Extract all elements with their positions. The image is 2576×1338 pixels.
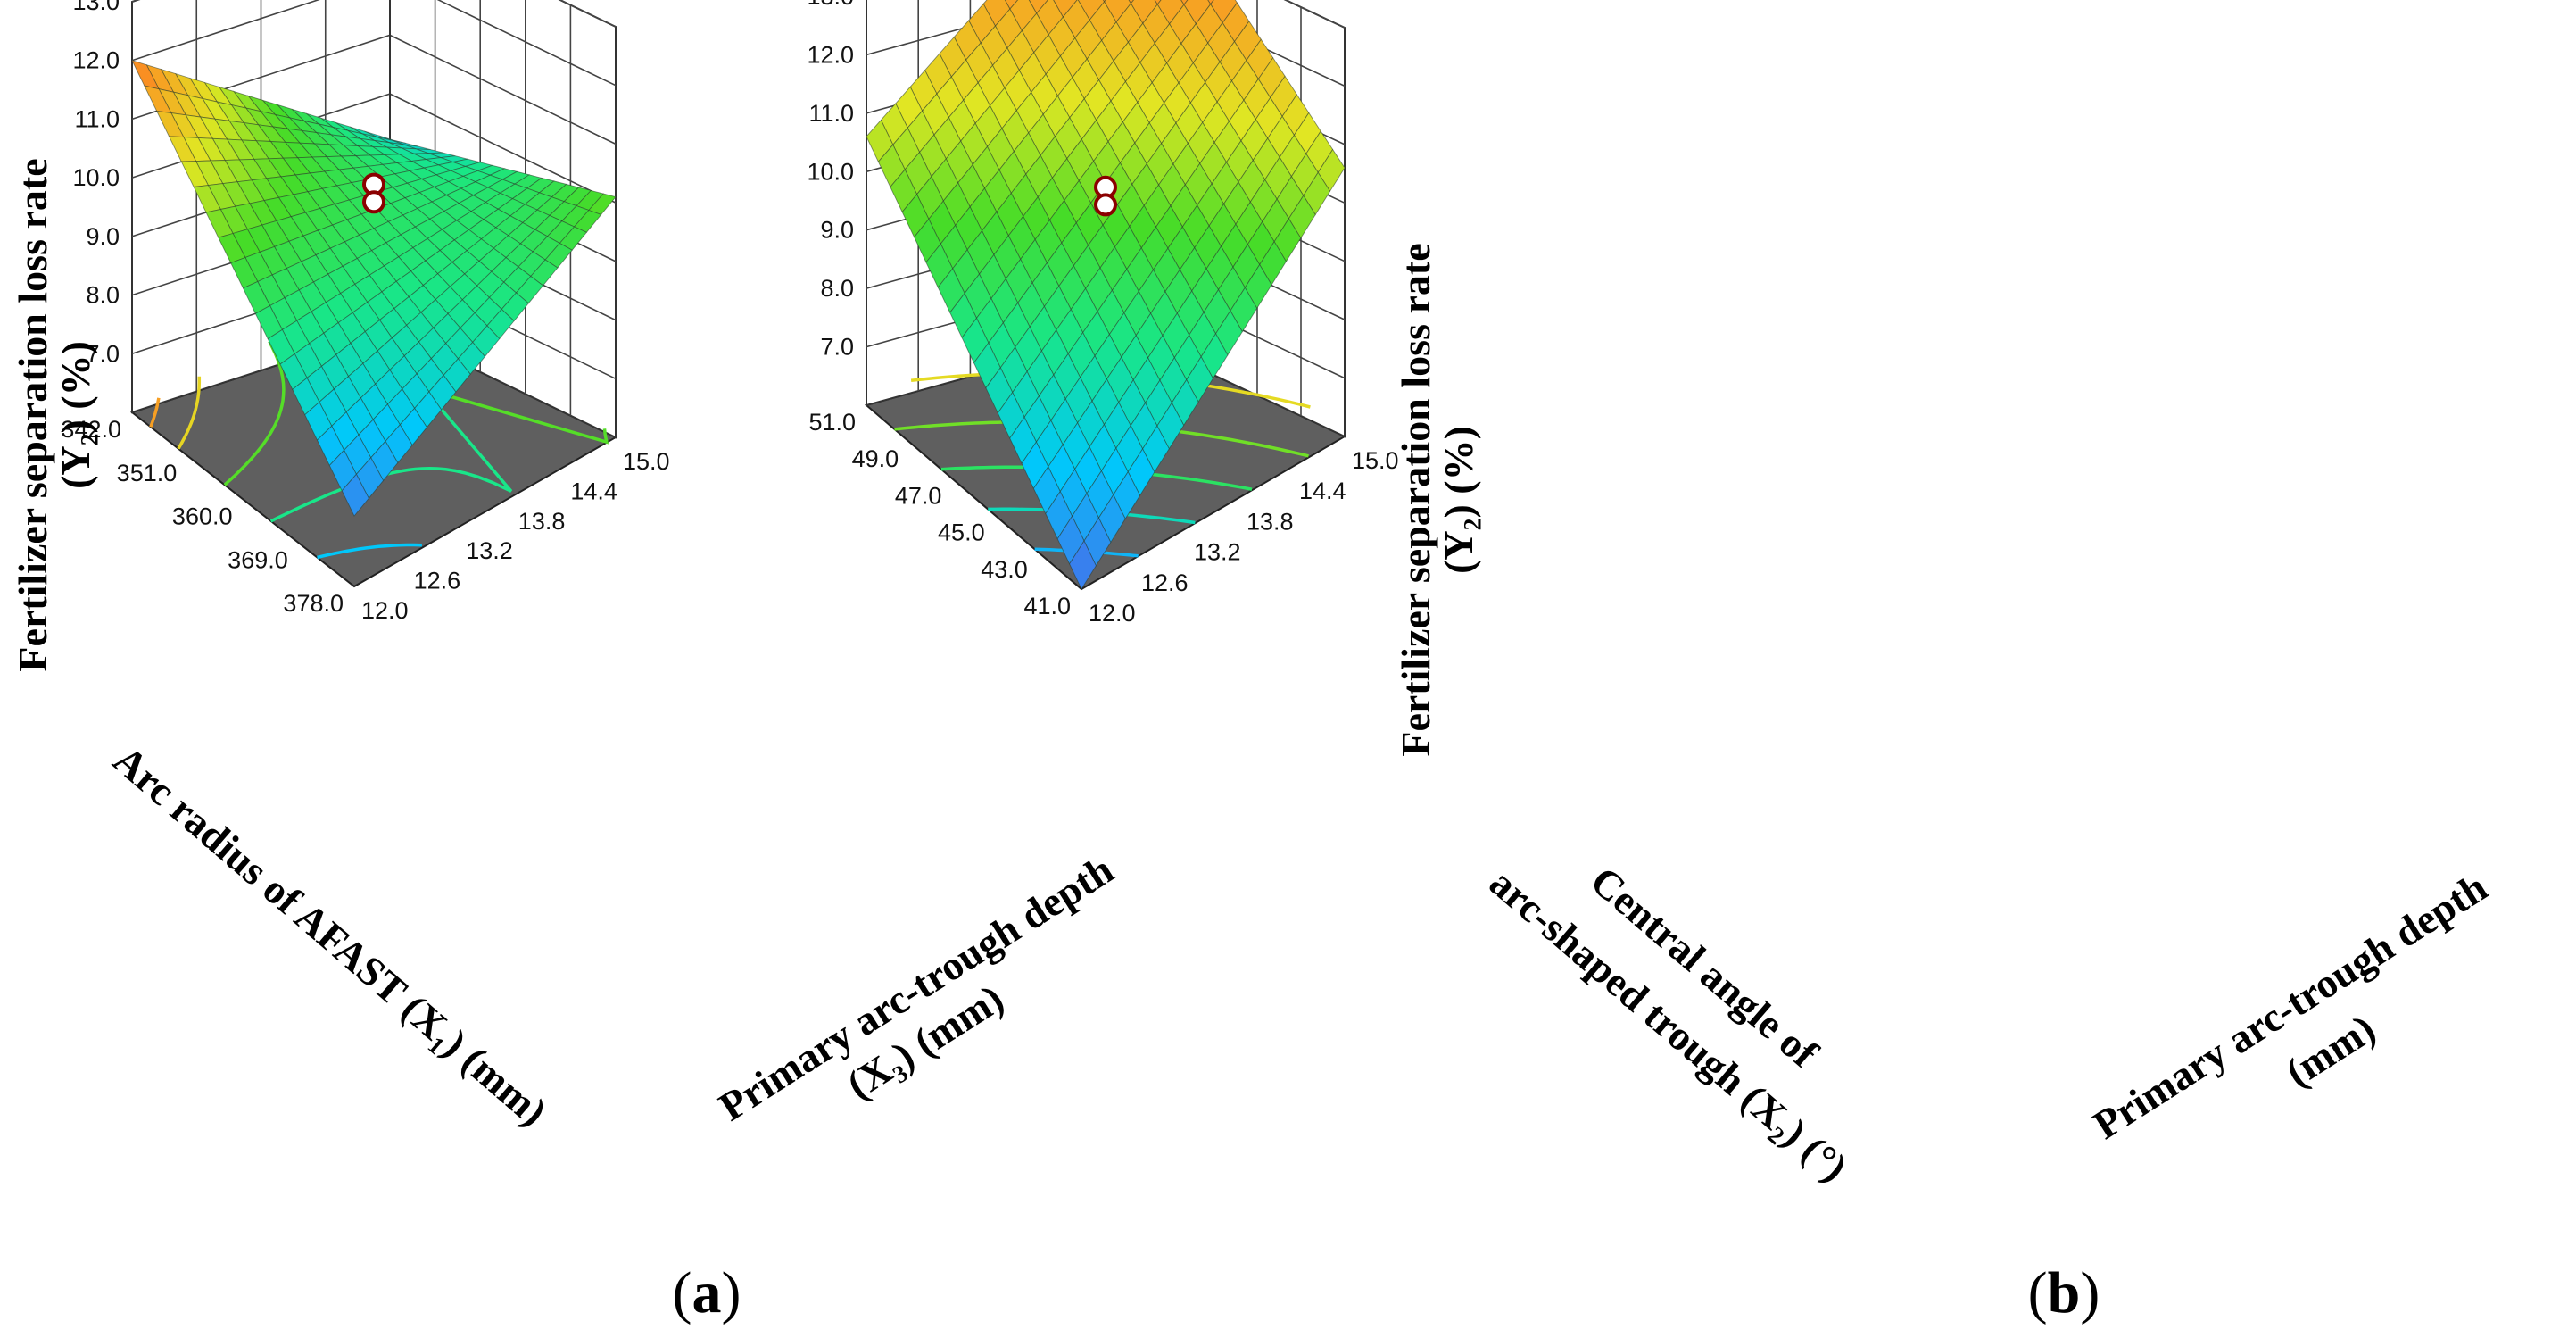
- z-tick-a-3: 10.0: [72, 164, 120, 191]
- right-tick-b-4: 14.4: [1299, 478, 1346, 504]
- z-axis-title-line1-a: Fertilizer separation loss rate: [10, 158, 55, 671]
- contour-a-2: [223, 341, 609, 486]
- z-tick-a-4: 11.0: [74, 105, 120, 132]
- z-tick-b-6: 13.0: [807, 0, 854, 10]
- design-points-b: [1094, 175, 1117, 217]
- z-tick-b-2: 9.0: [820, 217, 854, 244]
- floor-contours-a: [149, 312, 609, 560]
- surface-cell-b-7-17: [1207, 0, 1214, 5]
- z-tick-a-1: 8.0: [86, 282, 120, 309]
- surface-cell-a-17-0: [341, 473, 369, 517]
- z-axis-title-line2-b: (Y₂) (%): [1436, 426, 1481, 574]
- right-axis-title-line1-b: Primary arc-trough depth: [2085, 864, 2495, 1148]
- z-tick-b-0: 7.0: [820, 334, 854, 361]
- right-tick-a-1: 12.6: [414, 568, 461, 594]
- right-tick-b-3: 13.8: [1247, 508, 1294, 535]
- left-tick-a-4: 378.0: [283, 590, 344, 617]
- tick-labels-a: 7.0 8.0 9.0 10.0 11.0 12.0 13.0 342.0 351.0 360.0…: [61, 0, 669, 624]
- design-points-a: [362, 172, 385, 214]
- response-surface-b: [866, 0, 1346, 590]
- z-tick-a-2: 9.0: [86, 223, 120, 250]
- right-tick-b-0: 12.0: [1089, 600, 1136, 627]
- z-axis-title-line2-a: (Y₂) (%): [53, 341, 98, 489]
- left-tick-a-3: 369.0: [228, 546, 288, 573]
- z-tick-b-4: 11.0: [808, 100, 854, 127]
- surface-cell-b-6-16: [1180, 0, 1189, 6]
- panel-caption-a: (a): [673, 1260, 741, 1326]
- z-axis-title-line1-b: Fertilizer separation loss rate: [1393, 243, 1438, 756]
- z-tick-b-5: 12.0: [807, 41, 854, 68]
- contour-a-3: [177, 376, 202, 450]
- z-tick-b-3: 10.0: [807, 158, 854, 185]
- panel-b: 7.0 8.0 9.0 10.0 11.0 12.0 13.0 51.0 49.0 47.0 45.…: [807, 0, 2495, 1326]
- left-tick-a-1: 351.0: [117, 460, 178, 486]
- right-tick-b-5: 15.0: [1352, 447, 1399, 474]
- surface-cell-b-5-15: [1154, 0, 1162, 5]
- design-point-b-1: [1094, 193, 1117, 217]
- z-tick-a-6: 13.0: [72, 0, 120, 15]
- tick-labels-b: 7.0 8.0 9.0 10.0 11.0 12.0 13.0 51.0 49.0 47.0 45.…: [807, 0, 1398, 627]
- surface-cell-b-17-0: [1069, 540, 1097, 590]
- surface-cell-b-4-14: [1128, 0, 1135, 4]
- right-tick-b-2: 13.2: [1194, 539, 1241, 566]
- panel-caption-b: (b): [2028, 1260, 2100, 1326]
- right-tick-a-0: 12.0: [361, 597, 409, 624]
- contour-a-4: [149, 397, 161, 428]
- right-tick-a-3: 13.8: [518, 508, 566, 535]
- left-tick-b-4: 43.0: [981, 556, 1028, 583]
- left-tick-a-0: 342.0: [61, 416, 121, 443]
- left-tick-a-2: 360.0: [172, 503, 233, 530]
- right-tick-a-2: 13.2: [466, 537, 513, 564]
- right-tick-b-1: 12.6: [1141, 569, 1189, 596]
- z-gridline-a-5: [131, 0, 617, 87]
- z-tick-b-1: 8.0: [820, 275, 854, 302]
- right-tick-a-5: 15.0: [623, 448, 670, 475]
- right-tick-a-4: 14.4: [570, 478, 617, 504]
- left-tick-b-2: 47.0: [895, 482, 942, 509]
- left-tick-b-5: 41.0: [1023, 593, 1071, 619]
- left-tick-b-3: 45.0: [938, 519, 985, 546]
- z-gridline-b-5: [866, 0, 1346, 87]
- left-tick-b-1: 49.0: [852, 445, 899, 472]
- z-tick-a-0: 7.0: [86, 340, 120, 367]
- left-axis-title-a: Arc radius of AFAST (X₁) (mm): [105, 736, 556, 1134]
- right-axis-title-line1-a: Primary arc-trough depth: [711, 846, 1122, 1129]
- left-tick-b-0: 51.0: [808, 409, 856, 436]
- design-point-a-1: [362, 190, 385, 214]
- contour-a-0: [317, 543, 422, 560]
- response-surface-a: [131, 59, 617, 517]
- z-tick-a-5: 12.0: [72, 47, 120, 74]
